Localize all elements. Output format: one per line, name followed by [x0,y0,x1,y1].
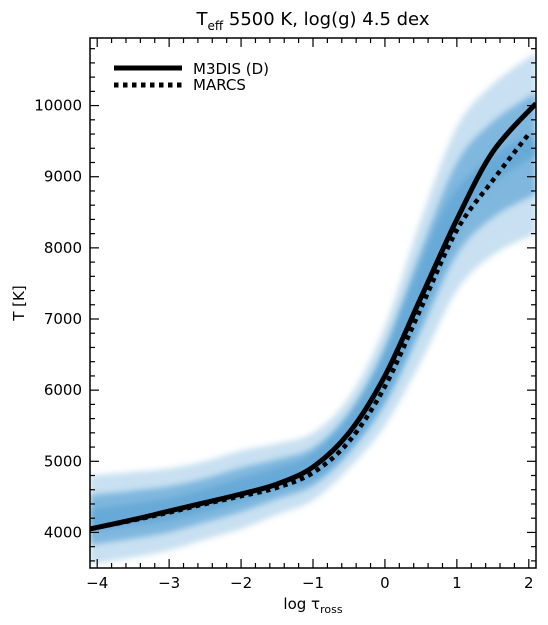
series-line-marcs [90,132,531,532]
y-tick-labels: 4000 5000 6000 7000 8000 9000 10000 [34,97,82,542]
axis-ticks [90,38,536,568]
y-tick-label: 7000 [44,310,82,328]
band-outer [90,52,536,565]
x-tick-label: −3 [158,574,180,592]
chart-title: Teff 5500 K, log(g) 4.5 dex [196,9,430,33]
x-axis-label: log τross [283,595,342,616]
x-tick-labels: −4 −3 −2 −1 0 1 2 [86,574,533,592]
x-tick-label: −4 [86,574,108,592]
x-tick-label: 0 [380,574,390,592]
y-tick-label: 8000 [44,239,82,257]
y-tick-label: 4000 [44,523,82,541]
x-tick-label: 2 [524,574,534,592]
y-tick-label: 5000 [44,452,82,470]
y-tick-label: 10000 [34,97,82,115]
distribution-band [90,52,536,565]
legend: M3DIS (D) MARCS [114,60,269,94]
x-tick-label: −2 [230,574,252,592]
y-tick-label: 6000 [44,381,82,399]
y-tick-label: 9000 [44,168,82,186]
y-axis-label: T [K] [10,285,28,321]
legend-label-m3dis: M3DIS (D) [193,60,269,78]
x-tick-label: −1 [302,574,324,592]
legend-label-marcs: MARCS [193,76,246,94]
series-lines [90,101,536,532]
x-tick-label: 1 [452,574,462,592]
